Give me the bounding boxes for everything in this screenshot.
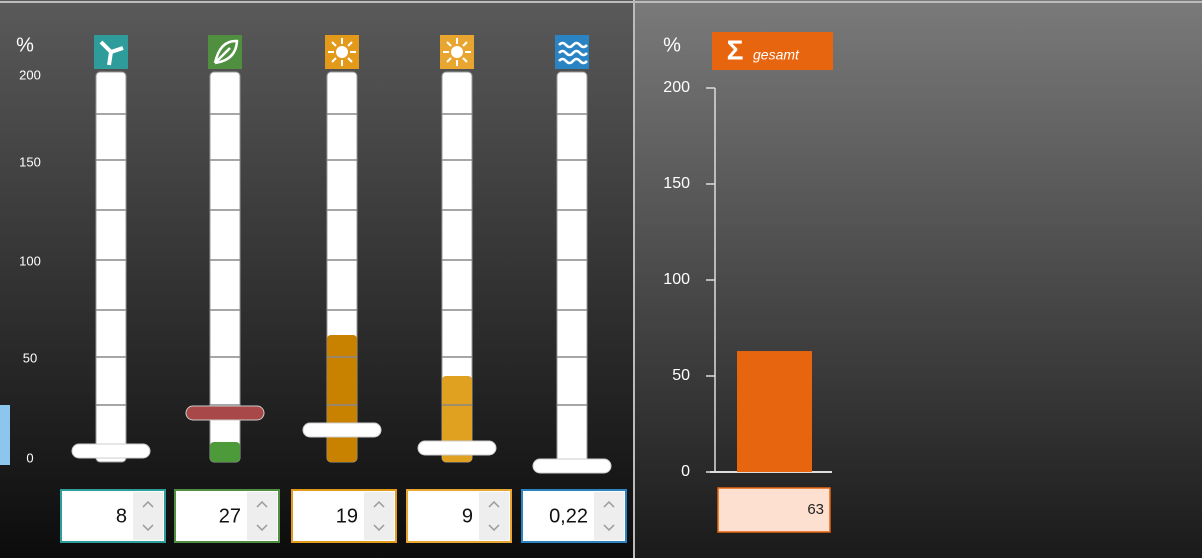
spinner-value: 0,22 — [549, 505, 588, 527]
spinner-value: 8 — [116, 505, 127, 527]
spinner-buttons — [247, 492, 277, 540]
spinner-value: 19 — [336, 505, 358, 527]
scale-label: 100 — [19, 253, 41, 268]
badge-label: gesamt — [753, 47, 800, 63]
spinner-arrows[interactable] — [603, 500, 615, 532]
spinner-arrows[interactable] — [488, 500, 500, 532]
total-box — [717, 487, 831, 533]
slider-track[interactable] — [209, 71, 241, 463]
spinner-buttons — [479, 492, 509, 540]
spinner-value: 27 — [219, 505, 241, 527]
spinner-arrows[interactable] — [256, 500, 268, 532]
total-value: 63 — [807, 501, 824, 518]
spinner-arrows[interactable] — [142, 500, 154, 532]
leaf-glyph — [213, 39, 239, 65]
scale-label: 150 — [19, 154, 41, 169]
left-panel — [0, 0, 634, 558]
unit-label: % — [16, 34, 34, 56]
y-tick-label: 150 — [663, 175, 690, 192]
spinner-arrows[interactable] — [373, 500, 385, 532]
slider-handle[interactable] — [302, 422, 382, 438]
y-tick-label: 0 — [681, 463, 690, 480]
bar — [737, 351, 812, 472]
spinner-buttons — [364, 492, 394, 540]
slider-track[interactable] — [95, 71, 127, 463]
y-tick-label: 200 — [663, 79, 690, 96]
y-tick-label: 100 — [663, 271, 690, 288]
y-axis-label: % — [663, 34, 681, 56]
slider-handle[interactable] — [417, 440, 497, 456]
spinner-value: 9 — [462, 505, 473, 527]
scale-label: 0 — [26, 450, 33, 465]
slider-handle[interactable] — [71, 443, 151, 459]
sun-rays — [443, 38, 471, 66]
badge-symbol: Σ — [727, 34, 744, 65]
slider-fill — [327, 335, 357, 462]
wave-glyph — [558, 41, 588, 65]
slider-handle[interactable] — [185, 405, 265, 421]
slider-fill — [210, 442, 240, 462]
slider-handle[interactable] — [532, 458, 612, 474]
slider-track[interactable] — [556, 71, 588, 463]
scale-label: 200 — [19, 67, 41, 82]
sun-glyph — [451, 46, 463, 58]
spinner-buttons — [133, 492, 163, 540]
wind-glyph — [99, 40, 124, 66]
side-tab[interactable] — [0, 405, 10, 465]
total-badge — [712, 32, 833, 70]
spinner-buttons — [594, 492, 624, 540]
scale-label: 50 — [23, 350, 37, 365]
right-panel — [634, 0, 1202, 558]
sun-rays — [328, 38, 356, 66]
sun-glyph — [336, 46, 348, 58]
y-tick-label: 50 — [672, 367, 690, 384]
